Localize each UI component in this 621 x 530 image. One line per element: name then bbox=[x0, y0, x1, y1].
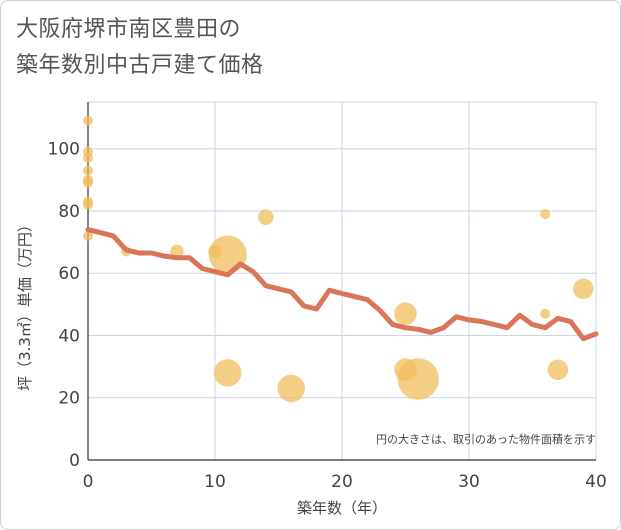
grid-lines bbox=[88, 101, 597, 460]
data-bubble bbox=[213, 359, 242, 387]
data-bubble bbox=[540, 209, 551, 220]
data-bubble bbox=[258, 209, 274, 225]
chart-title: 大阪府堺市南区豊田の 築年数別中古戸建て価格 bbox=[16, 12, 264, 84]
y-tick-label: 20 bbox=[58, 389, 80, 409]
x-tick-label: 10 bbox=[204, 472, 226, 492]
y-tick-label: 80 bbox=[58, 202, 80, 222]
x-tick-label: 20 bbox=[331, 472, 353, 492]
data-bubble bbox=[547, 359, 569, 380]
x-axis-label: 築年数（年） bbox=[297, 499, 387, 517]
x-tick-label: 30 bbox=[458, 472, 480, 492]
data-bubble bbox=[83, 165, 93, 176]
data-bubble bbox=[83, 199, 93, 210]
data-bubble bbox=[540, 308, 551, 319]
y-axis-label: 坪（3.3㎡）単価（万円） bbox=[16, 217, 34, 391]
average-price-line bbox=[85, 227, 599, 342]
average-line-series bbox=[85, 227, 599, 342]
y-tick-label: 0 bbox=[69, 451, 80, 471]
data-bubble bbox=[83, 115, 93, 126]
data-bubble bbox=[394, 302, 417, 325]
data-bubble bbox=[397, 358, 439, 400]
data-bubble bbox=[83, 177, 93, 188]
chart-title-line1: 大阪府堺市南区豊田の bbox=[16, 17, 242, 42]
y-tick-label: 100 bbox=[48, 140, 80, 160]
x-tick-label: 40 bbox=[585, 472, 607, 492]
data-bubble bbox=[83, 230, 93, 241]
data-bubble bbox=[277, 374, 305, 403]
bubble-series bbox=[83, 115, 594, 403]
data-bubble bbox=[208, 235, 247, 274]
data-bubble bbox=[83, 153, 93, 164]
y-tick-label: 40 bbox=[58, 326, 80, 346]
data-bubble bbox=[573, 278, 594, 300]
bubble-size-note: 円の大きさは、取引のあった物件面積を示す bbox=[376, 432, 596, 446]
y-tick-label: 60 bbox=[58, 264, 80, 284]
x-tick-label: 0 bbox=[83, 472, 94, 492]
chart-title-line2: 築年数別中古戸建て価格 bbox=[16, 53, 264, 78]
tick-labels: 0 20 40 60 80 100 0 10 20 30 40 bbox=[48, 140, 607, 492]
